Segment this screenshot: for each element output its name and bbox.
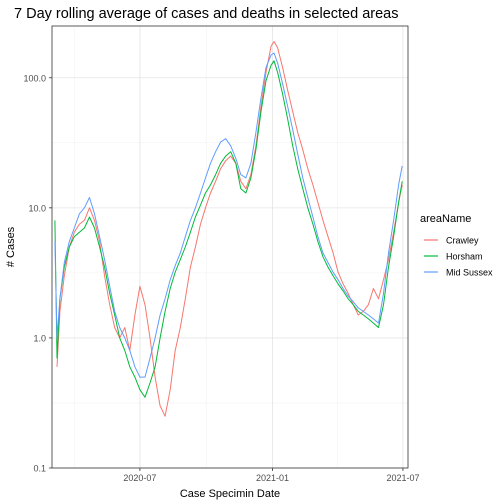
y-tick-label: 10.0 xyxy=(28,203,46,213)
x-tick-label: 2021-07 xyxy=(386,473,419,483)
series-line-crawley xyxy=(56,41,403,417)
series-line-horsham xyxy=(54,60,403,398)
legend-label: Mid Sussex xyxy=(446,268,493,278)
series-line-mid-sussex xyxy=(54,52,403,378)
y-axis: 0.1 1.0 10.0 100.0 xyxy=(23,73,52,474)
grid-minor-lines xyxy=(52,26,408,468)
legend: areaName Crawley Horsham Mid Sussex xyxy=(420,213,493,278)
y-tick-label: 0.1 xyxy=(33,464,46,474)
y-tick-label: 100.0 xyxy=(23,73,46,83)
chart-title: 7 Day rolling average of cases and death… xyxy=(14,6,398,22)
y-axis-label: # Cases xyxy=(5,226,17,267)
plot-border xyxy=(51,25,409,469)
series-lines xyxy=(54,41,403,417)
plot-background xyxy=(52,26,408,468)
x-tick-label: 2021-01 xyxy=(256,473,289,483)
x-axis-label: Case Specimin Date xyxy=(180,488,280,500)
legend-label: Crawley xyxy=(446,236,479,246)
legend-title: areaName xyxy=(420,213,471,225)
y-tick-label: 1.0 xyxy=(33,333,46,343)
x-axis: 2020-07 2021-01 2021-07 xyxy=(123,468,419,483)
legend-label: Horsham xyxy=(446,252,483,262)
x-tick-label: 2020-07 xyxy=(123,473,156,483)
